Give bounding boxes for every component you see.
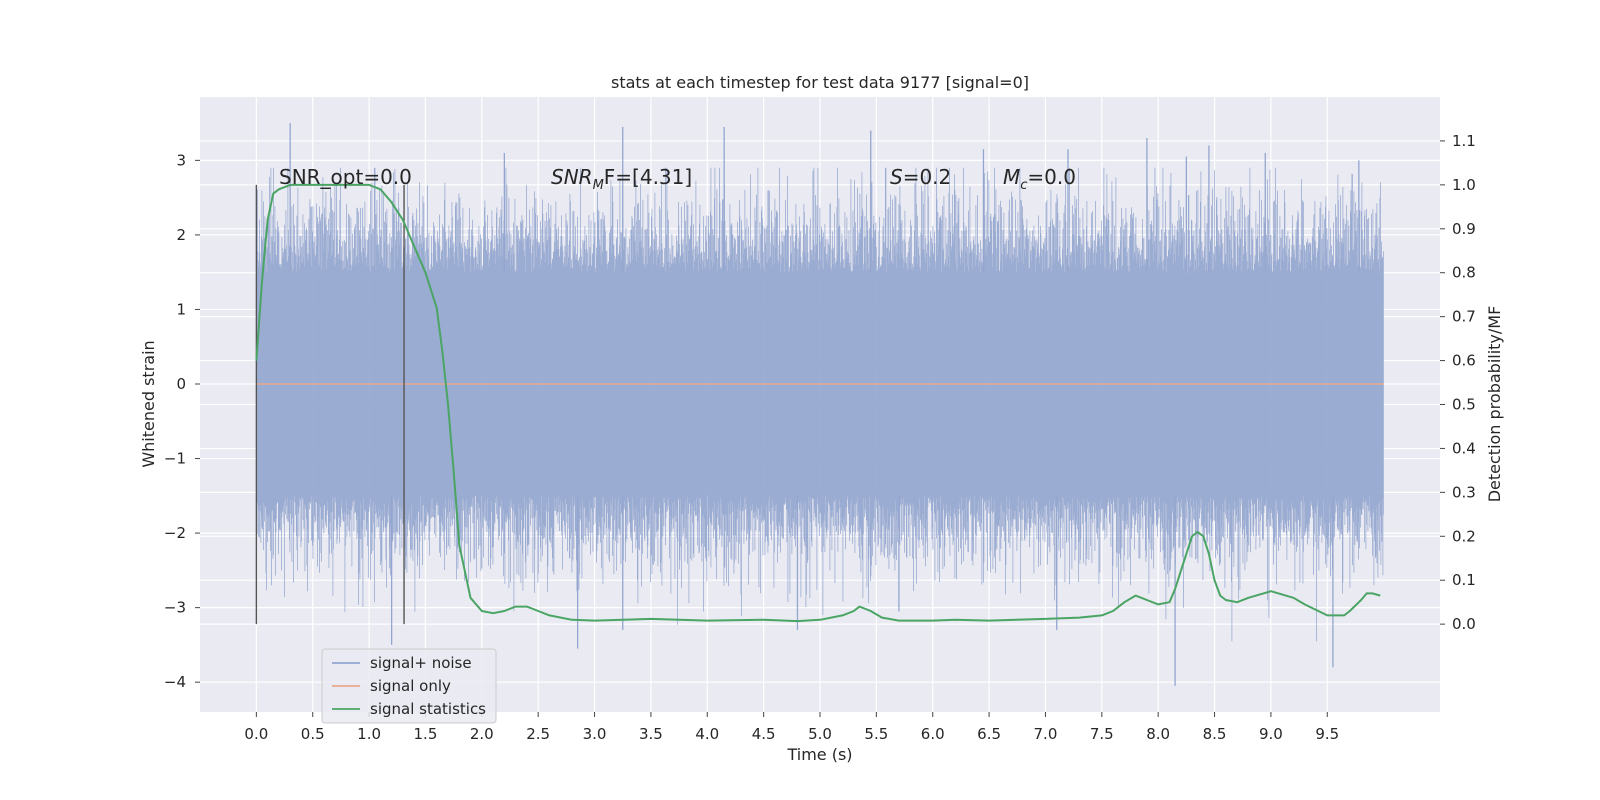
chart-title: stats at each timestep for test data 917… <box>611 73 1029 92</box>
annotation-snr-mf-sub: M <box>593 178 604 193</box>
annotation-s: S=0.2 <box>890 165 951 189</box>
x-tick-label: 8.5 <box>1203 725 1227 743</box>
x-tick-label: 7.0 <box>1034 725 1058 743</box>
x-tick-label: 7.5 <box>1090 725 1114 743</box>
right-y-tick-label: 0.3 <box>1452 483 1476 501</box>
x-tick-label: 0.5 <box>301 725 325 743</box>
x-tick-label: 2.0 <box>470 725 494 743</box>
right-y-axis-label: Detection probability/MF <box>1485 306 1504 503</box>
right-y-tick-label: 0.4 <box>1452 439 1476 457</box>
x-tick-label: 5.5 <box>864 725 888 743</box>
x-tick-label: 1.0 <box>357 725 381 743</box>
annotation-mc: Mc=0.0 <box>1003 165 1076 193</box>
right-y-tick-label: 0.2 <box>1452 527 1476 545</box>
left-y-tick-labels: 3 2 1 0 −1 −2 −3 −4 <box>164 151 200 691</box>
x-tick-label: 4.5 <box>752 725 776 743</box>
right-y-tick-label: 0.1 <box>1452 571 1476 589</box>
right-y-tick-label: 1.0 <box>1452 176 1476 194</box>
right-y-tick-label: 0.7 <box>1452 308 1476 326</box>
right-y-tick-label: 0.6 <box>1452 352 1476 370</box>
annotation-snr-mf-main: SNR <box>551 165 593 189</box>
legend-label-signal-noise: signal+ noise <box>370 654 472 672</box>
x-tick-label: 5.0 <box>808 725 832 743</box>
x-tick-label: 4.0 <box>695 725 719 743</box>
annotation-s-main: S <box>890 165 903 189</box>
x-tick-labels: 0.0 0.5 1.0 1.5 2.0 2.5 3.0 3.5 4.0 4.5 5.0 5.5 6.0 6… <box>244 712 1339 743</box>
annotation-mc-main: M <box>1003 165 1020 189</box>
right-y-tick-label: 0.9 <box>1452 220 1476 238</box>
legend-frame <box>321 648 497 724</box>
left-y-tick-label: −3 <box>164 599 186 617</box>
annotation-s-rest: =0.2 <box>903 165 952 189</box>
annotation-snr-opt: SNR_opt=0.0 <box>279 165 412 189</box>
annotation-mc-sub: c <box>1020 178 1027 193</box>
right-y-tick-label: 0.5 <box>1452 396 1476 414</box>
x-tick-label: 3.5 <box>639 725 663 743</box>
signal-statistics-line <box>255 183 1381 623</box>
right-y-tick-label: 0.0 <box>1452 615 1476 633</box>
left-y-tick-label: 3 <box>176 151 186 169</box>
legend-label-signal-only: signal only <box>370 677 451 695</box>
x-tick-label: 1.5 <box>414 725 438 743</box>
x-tick-label: 2.5 <box>526 725 550 743</box>
series-signal-noise <box>255 123 1384 686</box>
x-tick-label: 9.0 <box>1259 725 1283 743</box>
annotation-snr-mf-rest: F=[4.31] <box>604 165 692 189</box>
left-y-tick-label: −1 <box>164 450 186 468</box>
legend-label-signal-statistics: signal statistics <box>370 700 486 718</box>
annotation-mc-rest: =0.0 <box>1027 165 1076 189</box>
right-y-tick-labels: 1.1 1.0 0.9 0.8 0.7 0.6 0.5 0.4 0.3 0.2 0.1 0.0 <box>1440 132 1476 633</box>
legend: signal+ noise signal only signal statist… <box>321 648 497 724</box>
left-y-tick-label: 0 <box>176 375 186 393</box>
x-tick-label: 0.0 <box>244 725 268 743</box>
series-signal-statistics <box>255 183 1381 623</box>
x-tick-label: 6.0 <box>921 725 945 743</box>
left-y-tick-label: 2 <box>176 226 186 244</box>
x-tick-label: 6.5 <box>977 725 1001 743</box>
annotation-snr-mf: SNRMF=[4.31] <box>551 165 692 193</box>
left-y-tick-label: 1 <box>176 300 186 318</box>
right-y-tick-label: 1.1 <box>1452 132 1476 150</box>
right-y-tick-label: 0.8 <box>1452 264 1476 282</box>
left-y-tick-label: −4 <box>164 673 186 691</box>
x-axis-label: Time (s) <box>786 745 852 764</box>
x-tick-label: 3.0 <box>583 725 607 743</box>
x-tick-label: 8.0 <box>1146 725 1170 743</box>
vertical-markers <box>255 184 405 625</box>
left-y-axis-label: Whitened strain <box>139 340 158 467</box>
x-tick-label: 9.5 <box>1315 725 1339 743</box>
left-y-tick-label: −2 <box>164 524 186 542</box>
